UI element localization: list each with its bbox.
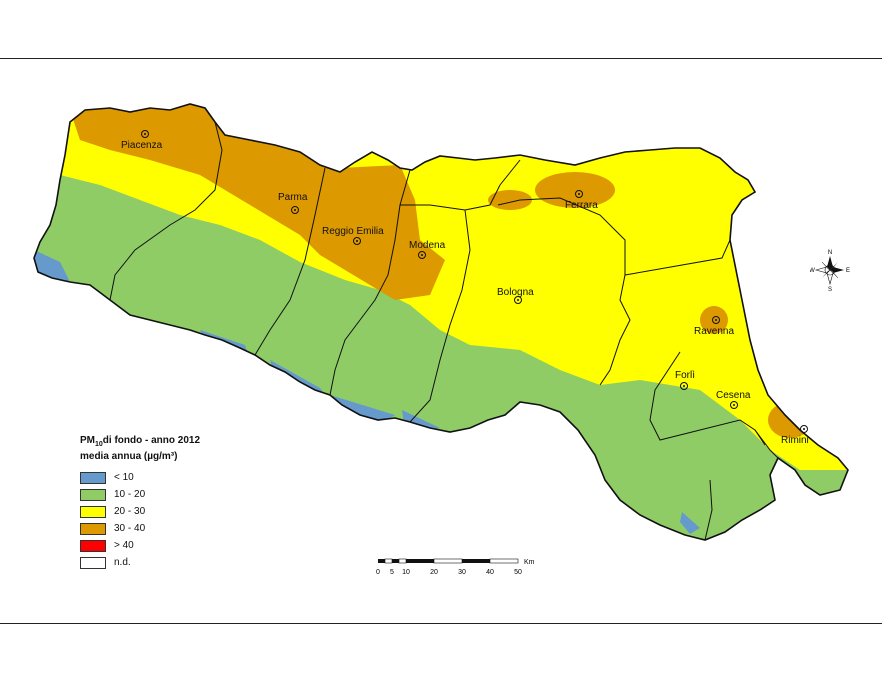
legend-item: 10 - 20	[80, 486, 260, 503]
city-rimini: Rimini	[781, 425, 809, 446]
legend-swatch	[80, 505, 106, 518]
svg-text:W: W	[810, 268, 815, 274]
zone-30-40-ravenna	[700, 306, 728, 334]
legend-item: 20 - 30	[80, 503, 260, 520]
city-parma: Parma	[278, 192, 308, 214]
legend-swatch	[80, 522, 106, 535]
city-modena: Modena	[409, 240, 446, 259]
legend-swatch	[80, 471, 106, 484]
legend-item: n.d.	[80, 554, 260, 571]
city-label-forli: Forlì	[675, 370, 695, 381]
city-cesena: Cesena	[716, 390, 751, 409]
city-label-ferrara: Ferrara	[565, 200, 598, 211]
zone-lt10-4	[330, 395, 395, 425]
city-label-parma: Parma	[278, 192, 308, 203]
city-ravenna: Ravenna	[694, 316, 734, 337]
scale-bar: 0 5 10 20 30 40 50 Km	[376, 558, 535, 576]
legend-item: < 10	[80, 469, 260, 486]
legend: PM10di fondo - anno 2012 media annua (µg…	[80, 435, 260, 571]
legend-subtitle: media annua (µg/m³)	[80, 451, 178, 462]
region-outline	[33, 103, 849, 541]
city-bologna: Bologna	[497, 287, 534, 304]
city-label-piacenza: Piacenza	[121, 140, 163, 151]
legend-swatch	[80, 488, 106, 501]
compass-rose-icon: N S E W	[810, 250, 850, 292]
svg-text:E: E	[846, 268, 850, 274]
legend-swatch	[80, 539, 106, 552]
svg-text:Km: Km	[524, 559, 535, 566]
svg-text:10: 10	[402, 569, 410, 576]
svg-text:0: 0	[376, 569, 380, 576]
province-boundaries	[109, 121, 779, 541]
svg-text:30: 30	[458, 569, 466, 576]
zone-lt10-6	[680, 512, 700, 534]
city-reggio-emilia: Reggio Emilia	[322, 226, 384, 245]
city-label-cesena: Cesena	[716, 390, 751, 401]
city-label-rimini: Rimini	[781, 435, 809, 446]
legend-item: > 40	[80, 537, 260, 554]
svg-text:S: S	[828, 287, 832, 292]
svg-text:50: 50	[514, 569, 522, 576]
city-label-ravenna: Ravenna	[694, 326, 734, 337]
city-piacenza: Piacenza	[121, 130, 163, 151]
map-frame	[0, 58, 882, 624]
legend-item: 30 - 40	[80, 520, 260, 537]
zone-30-40-ferrara	[535, 172, 615, 208]
legend-swatch	[80, 556, 106, 569]
legend-title: PM10di fondo - anno 2012	[80, 435, 201, 448]
svg-text:5: 5	[390, 569, 394, 576]
zone-20-30	[40, 120, 848, 470]
svg-text:20: 20	[430, 569, 438, 576]
city-label-modena: Modena	[409, 240, 446, 251]
city-label-bologna: Bologna	[497, 287, 534, 298]
svg-text:40: 40	[486, 569, 494, 576]
city-label-reggio-emilia: Reggio Emilia	[322, 226, 384, 237]
city-forli: Forlì	[675, 370, 695, 390]
zone-30-40-west	[70, 104, 445, 300]
city-ferrara: Ferrara	[565, 190, 598, 211]
svg-text:N: N	[828, 250, 832, 256]
